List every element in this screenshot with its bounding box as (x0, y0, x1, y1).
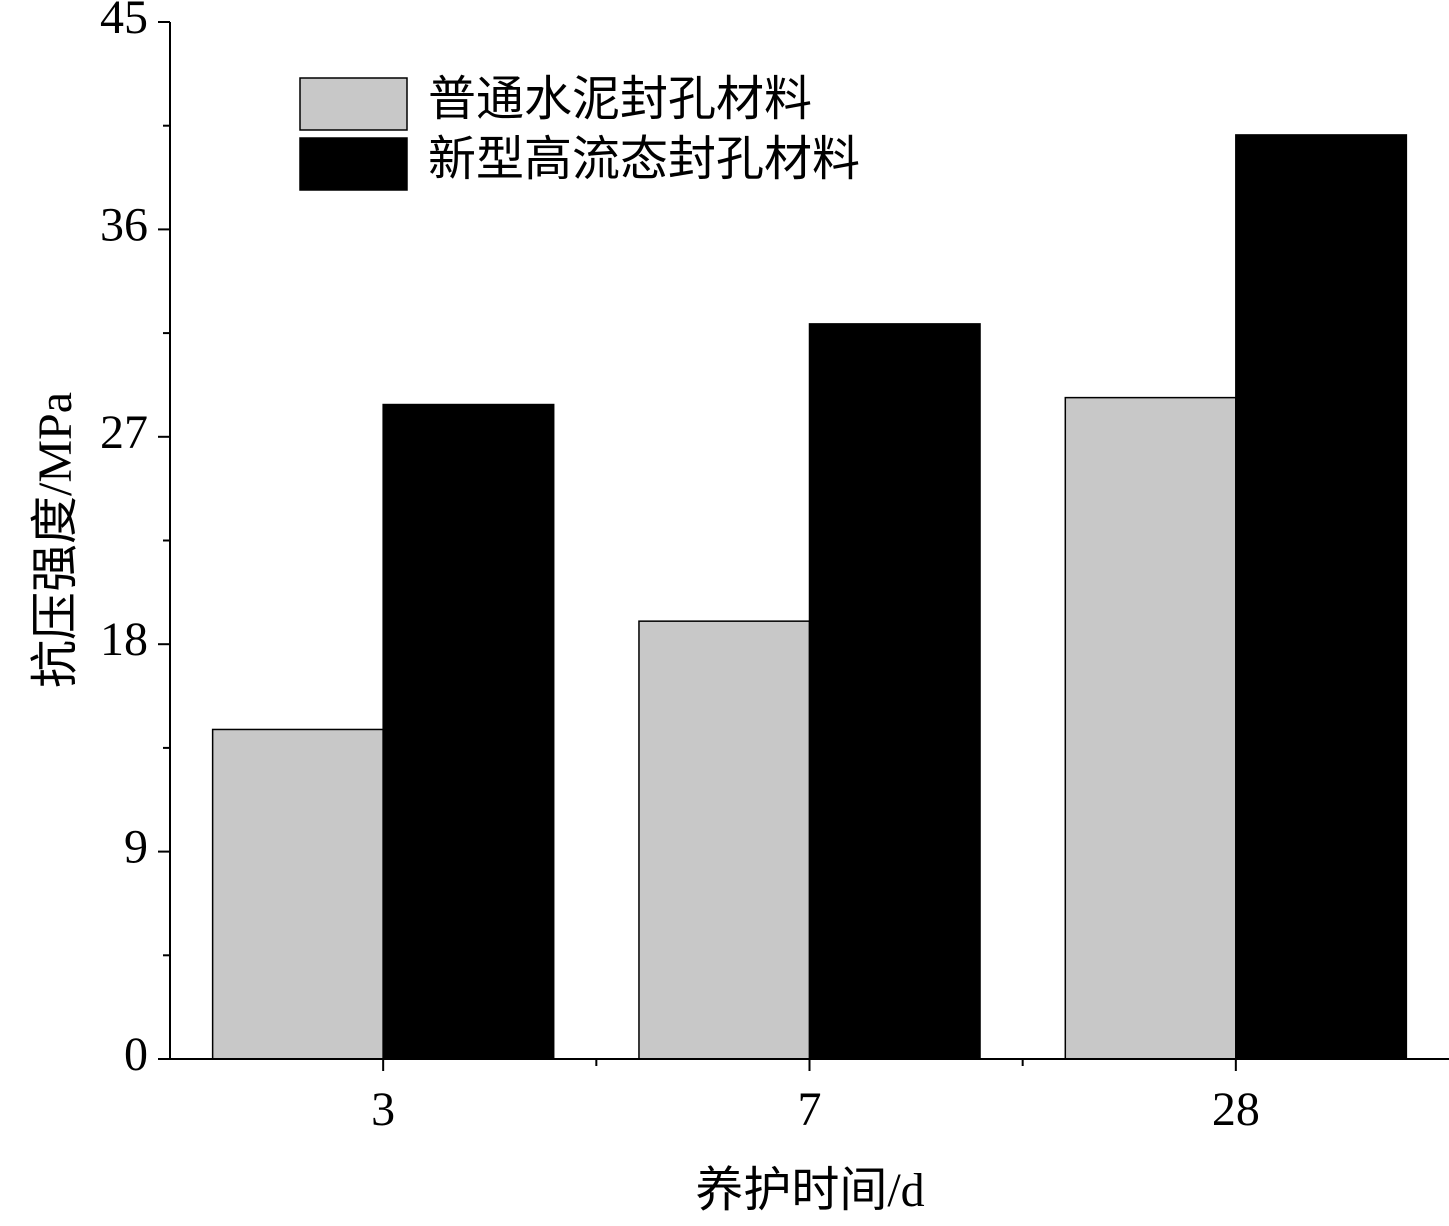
bar (211, 728, 384, 1060)
y-tick-label: 18 (100, 613, 148, 666)
bar (808, 323, 981, 1060)
y-tick-label: 45 (100, 0, 148, 44)
y-tick-label: 0 (124, 1028, 148, 1081)
bar (1064, 396, 1237, 1060)
x-tick-label: 28 (1212, 1083, 1260, 1136)
bar (638, 620, 811, 1060)
legend-label: 新型高流态封孔材料 (428, 133, 860, 186)
legend-label: 普通水泥封孔材料 (428, 73, 812, 126)
y-tick-label: 9 (124, 821, 148, 874)
legend-swatch (299, 77, 408, 131)
x-axis-label: 养护时间/d (695, 1164, 924, 1217)
bar (382, 403, 555, 1060)
legend-swatch (299, 137, 408, 191)
y-axis-label: 抗压强度/MPa (29, 392, 82, 688)
y-tick-label: 27 (100, 406, 148, 459)
x-tick-label: 7 (798, 1083, 822, 1136)
y-tick-label: 36 (100, 198, 148, 251)
x-tick-label: 3 (371, 1083, 395, 1136)
bar (1235, 134, 1408, 1060)
